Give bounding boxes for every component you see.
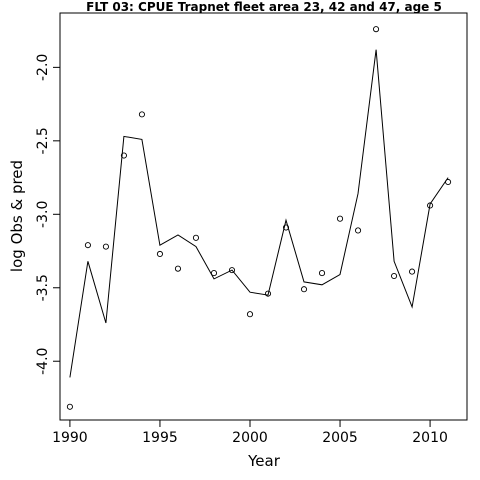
observed-point xyxy=(138,111,145,118)
x-tick-label: 2010 xyxy=(412,430,448,446)
observed-point xyxy=(246,311,254,318)
x-tick-label: 2005 xyxy=(322,430,358,446)
observed-point xyxy=(102,243,109,250)
observed-point xyxy=(354,227,362,234)
observed-point xyxy=(210,270,218,277)
x-tick-label: 1990 xyxy=(52,430,88,446)
observed-point xyxy=(336,215,344,222)
y-axis-label: log Obs & pred xyxy=(8,160,26,272)
observed-point xyxy=(300,286,308,293)
observed-point xyxy=(409,268,416,275)
observed-point xyxy=(174,265,182,272)
predicted-line xyxy=(69,49,449,378)
chart-title: FLT 03: CPUE Trapnet fleet area 23, 42 a… xyxy=(86,0,442,14)
observed-point xyxy=(391,272,398,280)
observed-point xyxy=(192,234,200,241)
y-tick-label: -3.5 xyxy=(35,274,51,301)
observed-point xyxy=(264,290,272,297)
plot-frame xyxy=(59,12,468,421)
y-tick-label: -2.5 xyxy=(35,127,51,154)
observed-point xyxy=(318,270,326,277)
x-tick-label: 2000 xyxy=(232,430,268,446)
x-axis-label: Year xyxy=(247,452,281,470)
observed-point xyxy=(66,403,73,410)
x-tick-label: 1995 xyxy=(142,430,178,446)
observed-point xyxy=(156,250,163,258)
plot-marks xyxy=(66,26,452,410)
observed-point xyxy=(228,267,236,274)
observed-point xyxy=(120,152,127,159)
observed-point xyxy=(84,242,91,249)
observed-point xyxy=(427,202,434,209)
observed-point xyxy=(373,26,380,33)
y-tick-label: -4.0 xyxy=(35,348,51,375)
y-tick-label: -2.0 xyxy=(35,54,51,81)
y-tick-label: -3.0 xyxy=(35,201,51,228)
